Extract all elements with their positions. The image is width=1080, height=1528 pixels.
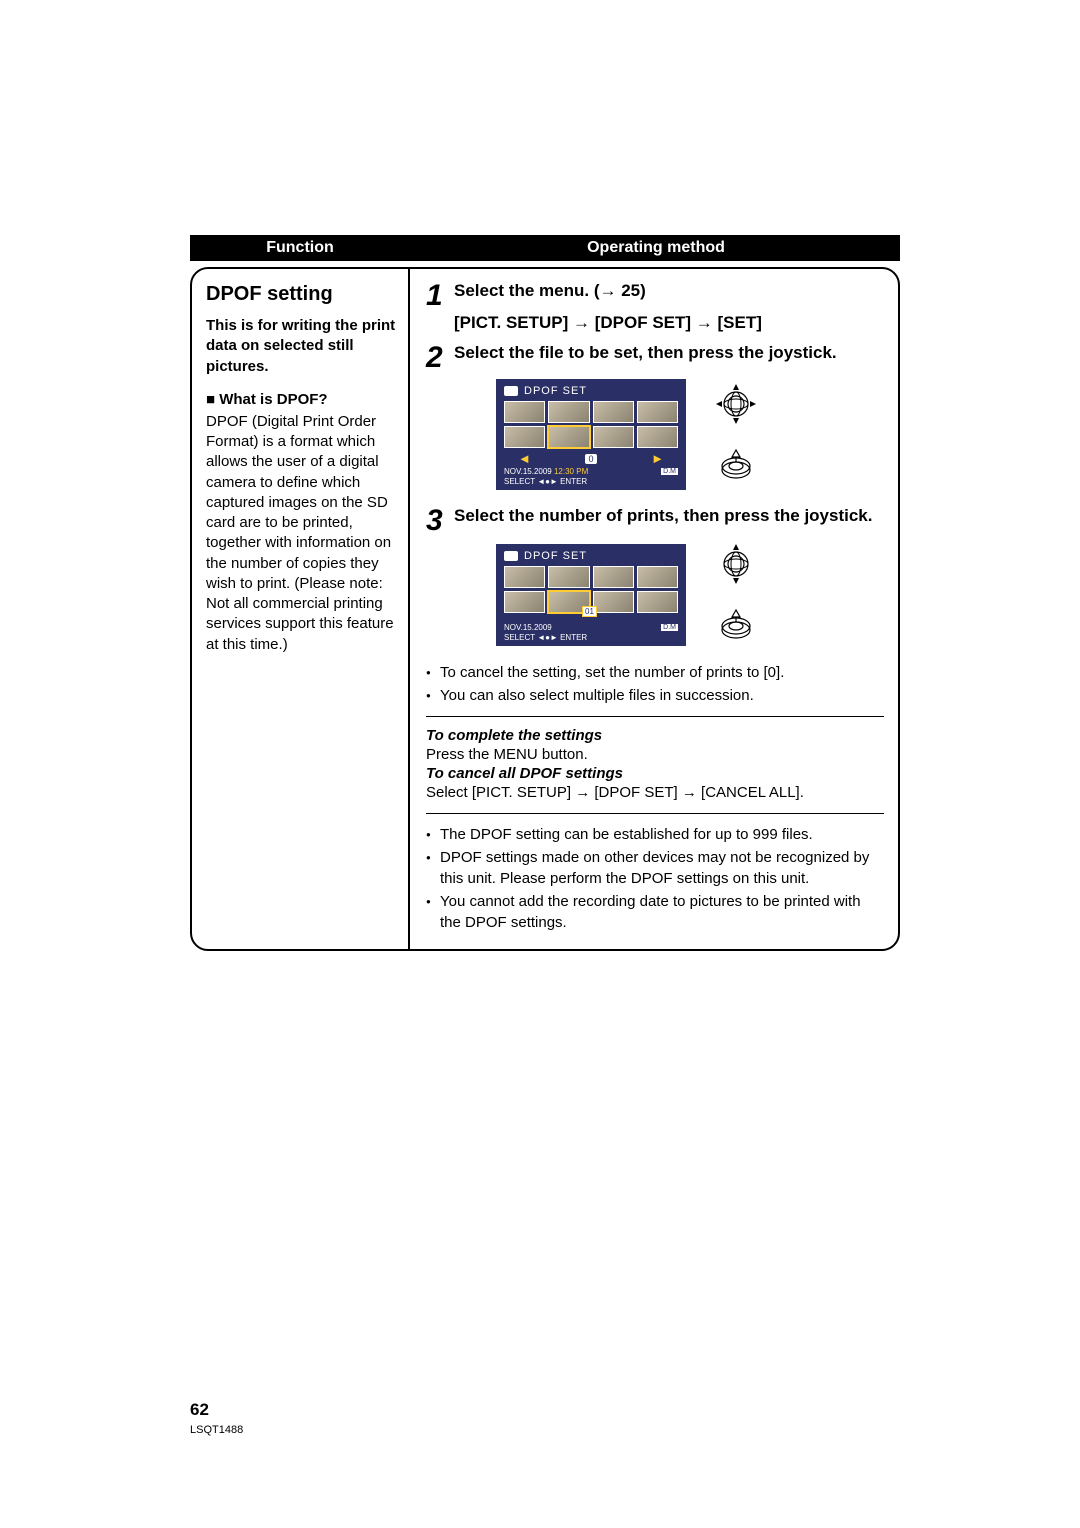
- header-operating-method: Operating method: [412, 235, 900, 261]
- date-label: NOV.15.2009: [504, 623, 552, 632]
- dpof-set-label: DPOF SET: [524, 385, 587, 397]
- step-1-text: Select the menu. (→ 25): [454, 279, 884, 303]
- thumbnail: [637, 591, 678, 613]
- step-2-text: Select the file to be set, then press th…: [454, 341, 884, 365]
- step-3-text: Select the number of prints, then press …: [454, 504, 884, 528]
- note-cancel-zero: To cancel the setting, set the number of…: [426, 662, 884, 683]
- note-multiple-files: You can also select multiple files in su…: [426, 685, 884, 706]
- print-count-badge: 01: [582, 606, 597, 617]
- dpof-set-screen-2: DPOF SET 01 NOV.15.2009: [496, 544, 686, 646]
- step-2: 2 Select the file to be set, then press …: [426, 341, 884, 373]
- thumbnail: [637, 426, 678, 448]
- joystick-press-icon: [714, 444, 758, 488]
- joystick-updown-icon: [714, 542, 758, 586]
- note-recording-date: You cannot add the recording date to pic…: [426, 891, 884, 933]
- page-indicator: 0: [585, 454, 596, 464]
- select-enter-hint: SELECT ◄●► ENTER: [504, 477, 678, 486]
- thumbnail: [593, 426, 634, 448]
- playback-icon: [504, 551, 518, 561]
- joystick-press-icon: [714, 604, 758, 648]
- thumbnail: [504, 426, 545, 448]
- header-function: Function: [190, 235, 412, 261]
- to-cancel-all-body: Select [PICT. SETUP] → [DPOF SET] → [CAN…: [426, 782, 884, 803]
- select-enter-hint: SELECT ◄●► ENTER: [504, 633, 678, 642]
- playback-icon: [504, 386, 518, 396]
- thumbnail: [593, 591, 634, 613]
- joystick-icons-col: [714, 382, 758, 488]
- thumbnail: [593, 401, 634, 423]
- step-number-1: 1: [426, 279, 454, 311]
- thumbnail-selected: [548, 426, 589, 448]
- separator: [426, 716, 884, 717]
- joystick-icons-col: [714, 542, 758, 648]
- date-label: NOV.15.2009 12:30 PM: [504, 467, 588, 476]
- step-3-notes: To cancel the setting, set the number of…: [426, 662, 884, 706]
- to-cancel-all-heading: To cancel all DPOF settings: [426, 765, 884, 782]
- step-1-path: [PICT. SETUP] → [DPOF SET] → [SET]: [454, 313, 884, 333]
- note-999-files: The DPOF setting can be established for …: [426, 824, 884, 845]
- separator: [426, 813, 884, 814]
- final-notes: The DPOF setting can be established for …: [426, 824, 884, 933]
- dpof-set-screen-1: DPOF SET ◄ 0 ►: [496, 379, 686, 490]
- nav-right-icon: ►: [651, 451, 664, 466]
- format-badge: D.M: [661, 624, 678, 631]
- to-complete-heading: To complete the settings: [426, 727, 884, 744]
- thumbnail: [504, 566, 545, 588]
- step-3: 3 Select the number of prints, then pres…: [426, 504, 884, 536]
- note-other-devices: DPOF settings made on other devices may …: [426, 847, 884, 889]
- table-header: Function Operating method: [190, 235, 900, 261]
- what-is-dpof-body: DPOF (Digital Print Order Format) is a f…: [206, 412, 396, 655]
- thumbnail: [637, 401, 678, 423]
- screenshot-row-2: DPOF SET 01 NOV.15.2009: [496, 542, 884, 648]
- thumbnail: [504, 401, 545, 423]
- step-1: 1 Select the menu. (→ 25): [426, 279, 884, 311]
- page-number: 62: [190, 1400, 209, 1420]
- screenshot-row-1: DPOF SET ◄ 0 ►: [496, 379, 884, 490]
- joystick-4way-icon: [714, 382, 758, 426]
- dpof-setting-title: DPOF setting: [206, 283, 396, 306]
- thumbnail: [548, 401, 589, 423]
- thumbnail-grid: [504, 401, 678, 448]
- step-number-2: 2: [426, 341, 454, 373]
- nav-left-icon: ◄: [518, 451, 531, 466]
- format-badge: D.M: [661, 468, 678, 475]
- content-row: DPOF setting This is for writing the pri…: [190, 267, 900, 951]
- function-column: DPOF setting This is for writing the pri…: [192, 269, 410, 949]
- what-is-dpof-heading: What is DPOF?: [206, 391, 396, 408]
- dpof-setting-subtitle: This is for writing the print data on se…: [206, 316, 396, 377]
- thumbnail: [504, 591, 545, 613]
- dpof-set-label: DPOF SET: [524, 550, 587, 562]
- step-number-3: 3: [426, 504, 454, 536]
- document-code: LSQT1488: [190, 1424, 243, 1436]
- operating-method-column: 1 Select the menu. (→ 25) [PICT. SETUP] …: [410, 269, 898, 949]
- thumbnail: [548, 566, 589, 588]
- to-complete-body: Press the MENU button.: [426, 744, 884, 765]
- thumbnail: [637, 566, 678, 588]
- thumbnail: [593, 566, 634, 588]
- manual-page: Function Operating method DPOF setting T…: [0, 0, 1080, 1528]
